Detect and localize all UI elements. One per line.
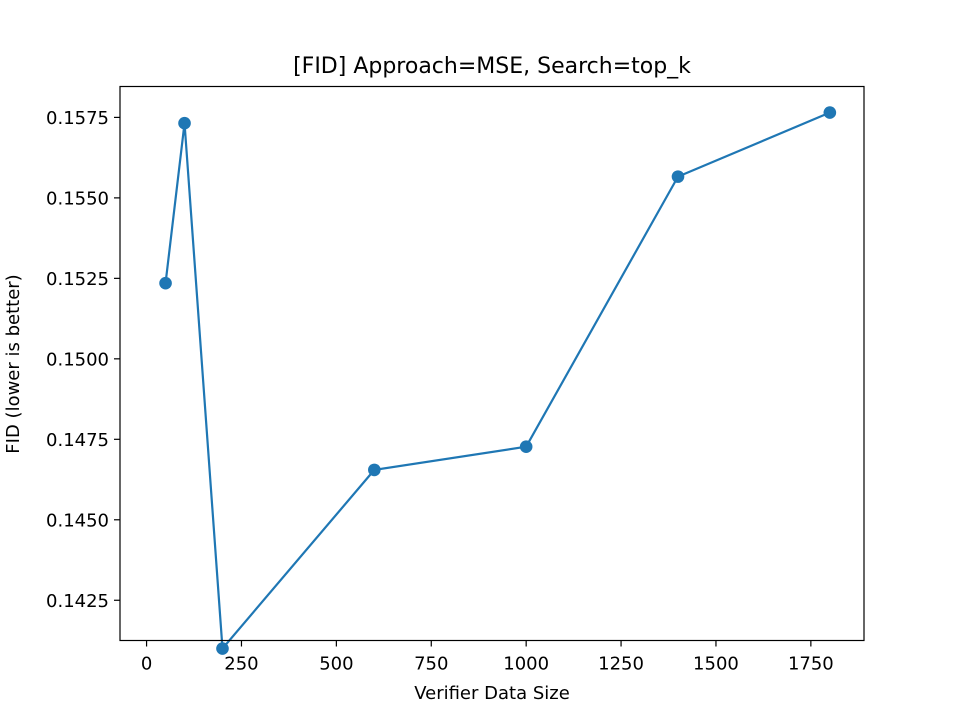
y-axis-label: FID (lower is better): [3, 274, 24, 453]
y-tick-label: 0.1475: [46, 430, 109, 451]
plot-frame: [119, 85, 865, 642]
x-tick-label: 500: [319, 654, 353, 675]
data-point: [178, 116, 191, 130]
x-axis-ticks: 0 250 500 750 1000 1250 1500 1750: [141, 640, 834, 675]
series-line: [164, 111, 832, 650]
y-tick-label: 0.1550: [46, 188, 109, 209]
x-tick-label: 750: [414, 654, 448, 675]
data-series: [159, 106, 837, 655]
x-axis-label: Verifier Data Size: [414, 683, 570, 704]
data-point: [519, 440, 533, 454]
y-tick-label: 0.1575: [46, 108, 109, 129]
y-tick-label: 0.1525: [46, 269, 109, 290]
x-tick-label: 1500: [693, 654, 739, 675]
data-point: [159, 276, 172, 290]
data-point: [368, 463, 381, 477]
x-tick-label: 1000: [503, 654, 549, 675]
data-point: [823, 106, 837, 119]
y-tick-label: 0.1450: [46, 510, 109, 531]
x-tick-label: 0: [141, 654, 152, 675]
y-tick-label: 0.1425: [46, 591, 109, 612]
x-tick-label: 1750: [788, 654, 834, 675]
chart-title: [FID] Approach=MSE, Search=top_k: [293, 54, 691, 79]
y-axis-ticks: 0.1425 0.1450 0.1475 0.1500 0.1525 0.1550 0.15…: [46, 108, 120, 612]
x-tick-label: 1250: [598, 654, 644, 675]
data-point: [216, 642, 229, 655]
y-tick-label: 0.1500: [46, 349, 109, 370]
x-tick-label: 250: [224, 654, 258, 675]
data-point: [671, 170, 685, 183]
